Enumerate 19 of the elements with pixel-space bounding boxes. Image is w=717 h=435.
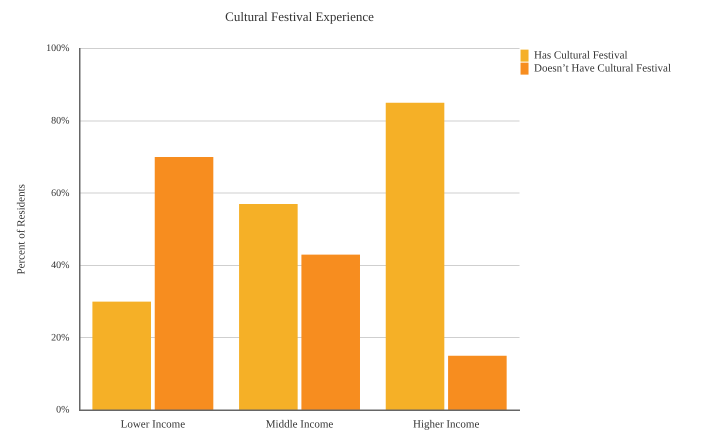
- bar: [301, 254, 360, 410]
- y-axis-title: Percent of Residents: [15, 184, 28, 275]
- x-tick-label: Lower Income: [120, 418, 186, 430]
- x-tick-label: Higher Income: [413, 418, 480, 430]
- y-tick-label: 100%: [46, 43, 70, 54]
- x-tick-label: Middle Income: [266, 418, 334, 430]
- legend-label: Has Cultural Festival: [534, 49, 628, 62]
- bar: [92, 302, 151, 410]
- y-tick-label: 0%: [56, 404, 70, 416]
- bar: [239, 204, 298, 410]
- legend-label: Doesn’t Have Cultural Festival: [534, 62, 671, 74]
- chart-title: Cultural Festival Experience: [225, 9, 374, 24]
- y-tick-label: 80%: [51, 116, 70, 127]
- y-tick-label: 40%: [51, 260, 70, 272]
- y-tick-label: 20%: [51, 332, 70, 344]
- bar: [154, 157, 214, 410]
- bar: [386, 102, 444, 410]
- y-tick-label: 60%: [51, 188, 70, 199]
- bar: [448, 356, 507, 410]
